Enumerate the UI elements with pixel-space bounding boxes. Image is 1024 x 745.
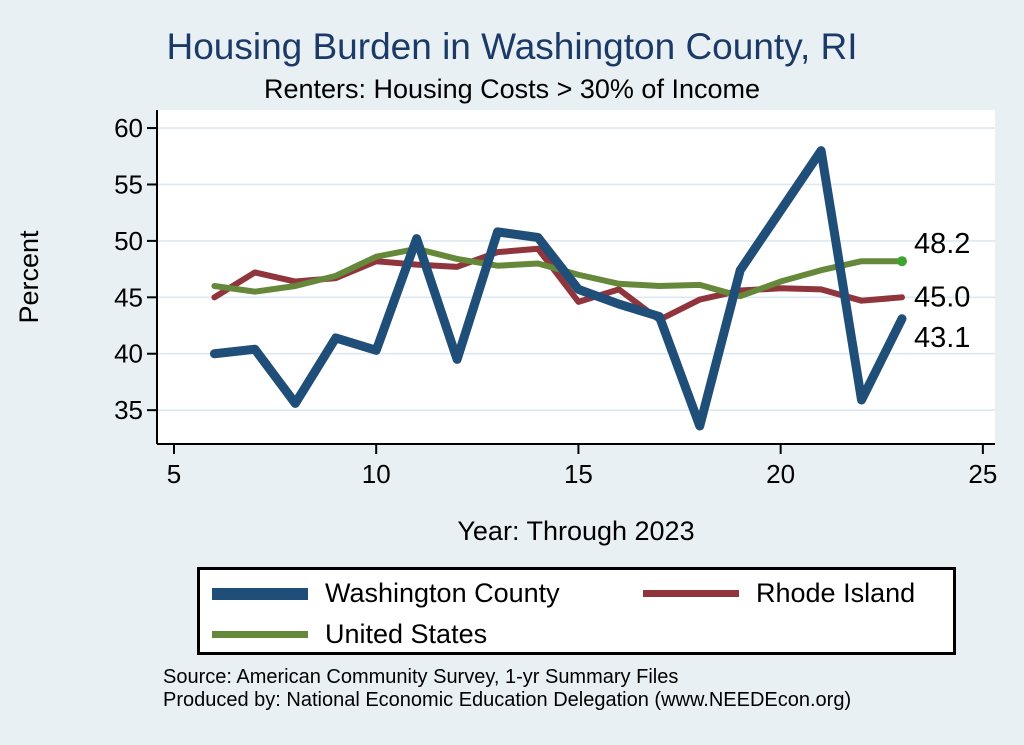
y-tick-label-45: 45	[114, 282, 143, 312]
x-tick-label-20: 20	[766, 459, 795, 489]
x-tick-label-5: 5	[167, 459, 181, 489]
y-tick-label-40: 40	[114, 339, 143, 369]
legend: Washington County Rhode Island United St…	[197, 567, 956, 655]
end-marker-dot	[896, 256, 907, 267]
y-axis-title: Percent	[14, 230, 44, 324]
source-line-1: Source: American Community Survey, 1-yr …	[163, 666, 679, 688]
chart-subtitle: Renters: Housing Costs > 30% of Income	[264, 74, 760, 104]
end-label-united-states: 48.2	[914, 228, 970, 260]
line-chart: 35 40 45 50 55 60 5 10 15 20 25 43.1 45.0 48.2 Percent…	[14, 110, 997, 546]
legend-label-united-states: United States	[325, 619, 488, 649]
y-tick-label-60: 60	[114, 113, 143, 143]
x-axis-title: Year: Through 2023	[457, 516, 694, 546]
y-tick-label-50: 50	[114, 226, 143, 256]
legend-swatch-rhode-island	[643, 590, 739, 597]
legend-label-washington-county: Washington County	[325, 578, 560, 608]
x-tick-label-15: 15	[564, 459, 593, 489]
end-label-rhode-island: 45.0	[914, 281, 970, 313]
y-tick-label-35: 35	[114, 395, 143, 425]
legend-label-rhode-island: Rhode Island	[756, 578, 916, 608]
y-tick-label-55: 55	[114, 169, 143, 199]
source-line-2: Produced by: National Economic Education…	[163, 689, 852, 711]
legend-swatch-washington-county	[212, 588, 308, 600]
x-tick-label-25: 25	[968, 459, 997, 489]
end-label-washington-county: 43.1	[914, 322, 970, 354]
legend-swatch-united-states	[212, 631, 308, 638]
x-tick-label-10: 10	[362, 459, 391, 489]
chart-title: Housing Burden in Washington County, RI	[166, 26, 858, 67]
series-line-washington-county	[209, 146, 907, 431]
source-note: Source: American Community Survey, 1-yr …	[163, 666, 1003, 712]
